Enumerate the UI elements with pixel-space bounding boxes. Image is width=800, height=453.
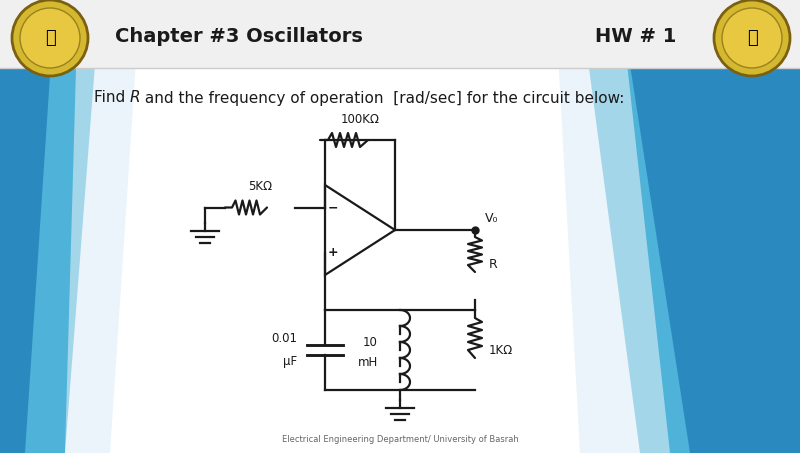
Bar (0, 0, 800, 68)
Text: μF: μF (283, 356, 297, 368)
Text: 10: 10 (363, 336, 378, 348)
Text: V₀: V₀ (485, 212, 498, 225)
Circle shape (20, 8, 80, 68)
Text: mH: mH (358, 356, 378, 368)
Text: Find: Find (94, 91, 130, 106)
Polygon shape (580, 0, 800, 453)
Polygon shape (65, 0, 140, 453)
Text: 100KΩ: 100KΩ (341, 113, 379, 126)
Text: R: R (130, 91, 141, 106)
Circle shape (714, 0, 790, 76)
Circle shape (722, 8, 782, 68)
Text: and the frequency of operation  [rad/sec] for the circuit below:: and the frequency of operation [rad/sec]… (140, 91, 624, 106)
Text: R: R (489, 259, 498, 271)
Text: Chapter #3 Oscillators: Chapter #3 Oscillators (115, 26, 363, 45)
Polygon shape (0, 0, 55, 453)
Text: +: + (328, 246, 338, 259)
Text: 0.01: 0.01 (271, 332, 297, 344)
Polygon shape (620, 0, 800, 453)
Text: −: − (328, 201, 338, 214)
Polygon shape (555, 0, 670, 453)
Text: 🏛: 🏛 (45, 29, 55, 47)
Text: HW # 1: HW # 1 (595, 26, 676, 45)
Polygon shape (0, 0, 100, 453)
Text: Electrical Engineering Department/ University of Basrah: Electrical Engineering Department/ Unive… (282, 435, 518, 444)
Text: 1KΩ: 1KΩ (489, 343, 514, 357)
Circle shape (12, 0, 88, 76)
Text: 🌴: 🌴 (746, 29, 758, 47)
Text: 5KΩ: 5KΩ (248, 180, 272, 193)
